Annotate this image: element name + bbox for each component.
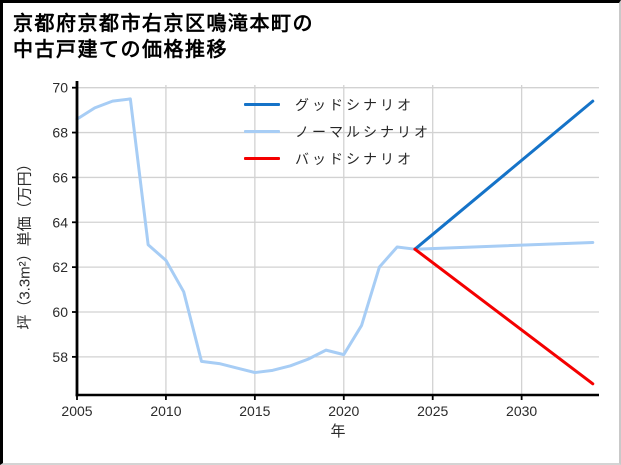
legend-line-swatch — [244, 103, 280, 106]
series-line-normal — [75, 97, 595, 375]
legend-label: バッドシナリオ — [295, 150, 414, 167]
y-tick-label: 68 — [52, 125, 68, 141]
legend-label: グッドシナリオ — [295, 96, 414, 113]
y-axis-label: 坪（3.3m²）単価（万円） — [16, 156, 34, 330]
y-tick-label: 62 — [52, 259, 68, 275]
y-tick-label: 66 — [52, 169, 68, 185]
price-trend-line-chart: 2005 2010 2015 2020 2025 2030 58 60 62 64 66 68 70 — [52, 80, 599, 419]
y-tick-label: 60 — [52, 304, 68, 320]
y-tick-label: 58 — [52, 349, 68, 365]
y-tick-label: 64 — [52, 214, 68, 230]
x-tick-label: 2010 — [150, 403, 181, 419]
x-axis-label: 年 — [330, 423, 346, 440]
y-tick-label: 70 — [52, 80, 68, 96]
legend-row: ノーマルシナリオ — [244, 122, 431, 141]
x-tick-label: 2020 — [328, 403, 359, 419]
series-line-good — [413, 99, 595, 251]
x-tick-label: 2005 — [61, 403, 92, 419]
x-tick-label: 2030 — [506, 403, 537, 419]
legend-line-swatch — [244, 130, 280, 133]
legend: グッドシナリオ ノーマルシナリオ バッドシナリオ — [244, 95, 431, 176]
series-line-bad — [413, 247, 595, 386]
legend-row: バッドシナリオ — [244, 149, 431, 168]
x-tick-label: 2025 — [417, 403, 448, 419]
chart-title: 京都府京都市右京区鳴滝本町の 中古戸建ての価格推移 — [13, 11, 314, 63]
legend-row: グッドシナリオ — [244, 95, 431, 114]
chart-title-line2: 中古戸建ての価格推移 — [13, 39, 228, 61]
legend-line-swatch — [244, 157, 280, 160]
legend-label: ノーマルシナリオ — [295, 123, 431, 140]
x-tick-label: 2015 — [239, 403, 270, 419]
chart-title-line1: 京都府京都市右京区鳴滝本町の — [13, 13, 314, 35]
